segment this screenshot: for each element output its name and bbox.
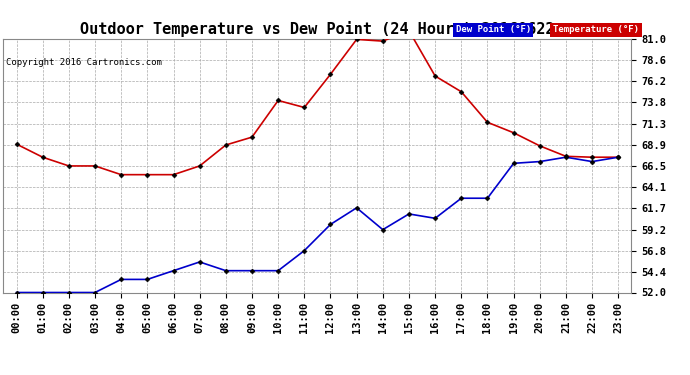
Text: Temperature (°F): Temperature (°F) <box>553 26 639 34</box>
Text: Dew Point (°F): Dew Point (°F) <box>455 26 531 34</box>
Title: Outdoor Temperature vs Dew Point (24 Hours) 20160622: Outdoor Temperature vs Dew Point (24 Hou… <box>80 21 555 37</box>
Text: Copyright 2016 Cartronics.com: Copyright 2016 Cartronics.com <box>6 58 161 67</box>
